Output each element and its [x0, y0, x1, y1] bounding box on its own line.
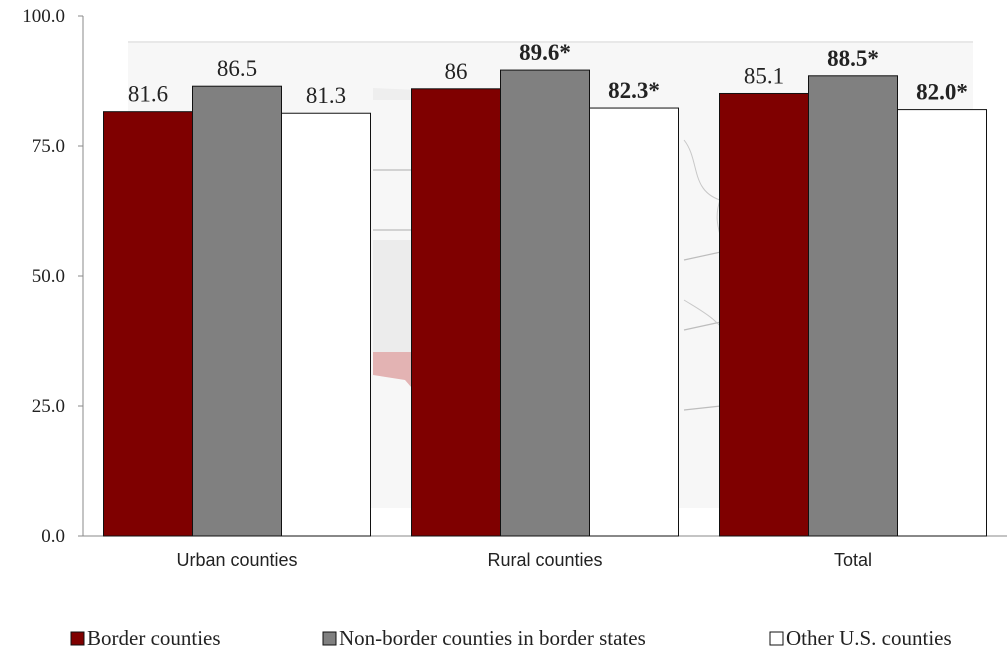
data-label: 81.6 — [128, 82, 168, 107]
data-label: 85.1 — [744, 63, 784, 88]
category-label: Total — [834, 550, 872, 570]
legend-label: Border counties — [87, 626, 221, 650]
data-label: 86.5 — [217, 56, 257, 81]
bar-2-1 — [808, 75, 898, 537]
y-tick-label: 25.0 — [32, 396, 65, 417]
x-axis-categories: Urban counties Rural counties Total — [176, 550, 872, 570]
data-label: 86 — [445, 59, 468, 84]
legend-swatch — [769, 631, 784, 646]
legend-label: Other U.S. counties — [786, 626, 952, 650]
data-labels: 81.6 86.5 81.3 86 89.6* 82.3* 85.1 88.5* 82.0* — [128, 40, 968, 108]
category-label: Urban counties — [176, 550, 297, 570]
bar-2-0 — [719, 92, 809, 537]
bar-1-2 — [589, 107, 679, 537]
data-label: 82.3* — [608, 78, 660, 103]
y-tick-label: 0.0 — [41, 526, 65, 547]
legend-label: Non-border counties in border states — [339, 626, 646, 650]
y-tick-label: 75.0 — [32, 136, 65, 157]
bar-0-2 — [281, 112, 371, 537]
legend-swatch — [70, 631, 85, 646]
category-label: Rural counties — [487, 550, 602, 570]
data-label: 82.0* — [916, 80, 968, 105]
bar-0-0 — [103, 111, 193, 537]
bar-0-1 — [192, 85, 282, 537]
y-tick-label: 100.0 — [22, 6, 65, 27]
bars — [103, 69, 987, 537]
legend: Border counties Non-border counties in bo… — [70, 626, 952, 650]
bar-1-1 — [500, 69, 590, 537]
data-label: 89.6* — [519, 40, 571, 65]
legend-swatch — [322, 631, 337, 646]
data-label: 81.3 — [306, 83, 346, 108]
data-label: 88.5* — [827, 46, 879, 71]
y-tick-label: 50.0 — [32, 266, 65, 287]
bar-2-2 — [897, 109, 987, 537]
bar-1-0 — [411, 88, 501, 537]
